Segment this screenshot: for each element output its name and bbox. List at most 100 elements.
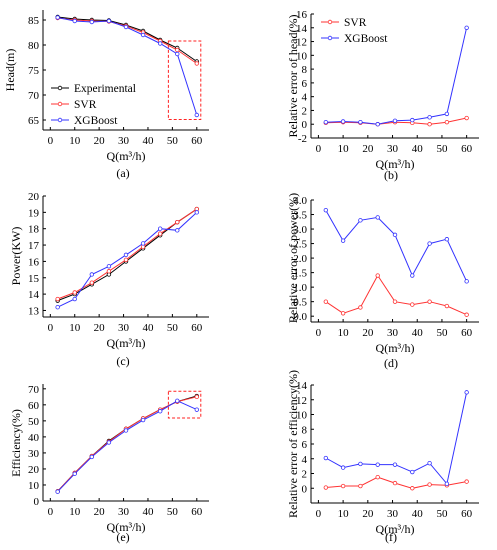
- data-point-xgboost: [194, 210, 199, 215]
- legend-entry: SVR: [74, 99, 97, 111]
- x-tick-label: 20: [362, 327, 374, 339]
- y-tick-label: 14: [28, 289, 40, 301]
- data-point-xgboost: [175, 51, 180, 57]
- data-point-xgboost: [194, 407, 199, 412]
- legend-entry: SVR: [344, 17, 367, 29]
- y-tick-label: 80: [28, 40, 40, 52]
- y-tick-label: 17: [28, 240, 40, 252]
- x-axis-label: Q(m³/h): [107, 520, 146, 534]
- data-point-xgboost: [323, 455, 329, 461]
- y-tick-label: 1.0: [293, 282, 307, 294]
- data-point-xgboost: [140, 241, 146, 246]
- data-point-svr: [464, 479, 469, 484]
- data-point-svr: [157, 231, 163, 236]
- series-line-svr: [325, 274, 467, 316]
- x-tick-label: 60: [191, 135, 203, 147]
- data-point-svr: [358, 483, 363, 489]
- data-point-xgboost: [392, 232, 398, 238]
- x-tick-label: 40: [412, 143, 424, 155]
- x-tick-label: 0: [316, 327, 322, 339]
- data-point-xgboost: [427, 460, 432, 466]
- legend-marker: [327, 19, 333, 25]
- x-tick-label: 50: [167, 322, 179, 334]
- data-point-xgboost: [340, 465, 346, 470]
- legend-marker: [57, 85, 63, 91]
- x-axis-label: Q(m³/h): [107, 149, 146, 163]
- y-tick-label: 0: [302, 119, 308, 131]
- x-tick-label: 20: [94, 506, 106, 518]
- data-point-xgboost: [375, 462, 380, 467]
- y-tick-label: 0: [302, 483, 308, 495]
- data-point-svr: [375, 273, 380, 278]
- y-axis-label: Head(m): [3, 49, 17, 92]
- y-tick-label: 0: [34, 496, 40, 508]
- x-tick-label: 0: [48, 322, 54, 334]
- data-point-xgboost: [427, 115, 432, 120]
- data-point-xgboost: [323, 207, 329, 213]
- data-point-xgboost: [464, 25, 469, 30]
- x-tick-label: 20: [362, 143, 374, 155]
- y-tick-label: 3.5: [293, 210, 307, 222]
- y-tick-label: 0.5: [293, 297, 307, 309]
- y-tick-label: 3.0: [293, 224, 307, 236]
- legend: SVR XGBoost: [321, 17, 388, 45]
- series-line-svr: [57, 396, 197, 492]
- panel-label: (e): [116, 530, 129, 544]
- data-point-xgboost: [444, 237, 450, 242]
- data-point-xgboost: [194, 112, 199, 118]
- data-point-xgboost: [123, 428, 129, 433]
- data-point-svr: [427, 122, 432, 127]
- y-tick-label: 6: [302, 439, 308, 451]
- x-tick-label: 30: [118, 322, 130, 334]
- x-tick-label: 10: [338, 327, 350, 339]
- data-point-xgboost: [323, 119, 329, 125]
- x-tick-label: 0: [48, 135, 54, 147]
- series-line-xgboost: [325, 209, 468, 282]
- x-tick-label: 10: [69, 506, 81, 518]
- chart-panel-a: 0 10 20 30 40 50 60 65 70 75 80 85 Q(m³/h) Head(m) (a)…: [3, 10, 209, 180]
- data-point-svr: [427, 299, 432, 304]
- legend-marker: [57, 101, 63, 107]
- data-point-svr: [106, 269, 112, 274]
- data-point-xgboost: [464, 279, 469, 284]
- x-tick-label: 40: [142, 135, 154, 147]
- y-tick-label: 40: [28, 432, 40, 444]
- zoom-highlight-box: [167, 390, 202, 419]
- legend-entry: Experimental: [74, 83, 136, 95]
- y-tick-label: 70: [28, 90, 40, 102]
- data-point-svr: [194, 394, 199, 400]
- x-tick-label: 30: [387, 327, 399, 339]
- y-tick-label: 18: [28, 224, 40, 236]
- y-tick-label: 85: [28, 15, 40, 27]
- y-axis-label: Relative error of head(%): [286, 15, 300, 138]
- data-point-xgboost: [358, 119, 363, 125]
- legend-entry: XGBoost: [74, 115, 118, 127]
- legend: Experimental SVR XGBoost: [51, 83, 136, 127]
- y-tick-label: 20: [28, 464, 40, 476]
- y-tick-label: 4: [302, 92, 308, 104]
- x-axis-label: Q(m³/h): [376, 157, 415, 171]
- y-tick-label: 10: [296, 50, 308, 62]
- legend-marker: [327, 35, 333, 41]
- data-point-xgboost: [427, 241, 432, 246]
- data-point-svr: [340, 311, 346, 316]
- data-point-xgboost: [140, 32, 146, 38]
- data-point-xgboost: [375, 215, 380, 220]
- y-tick-label: 1.5: [293, 268, 307, 280]
- data-point-svr: [464, 312, 469, 317]
- y-tick-label: 60: [28, 400, 40, 412]
- data-point-svr: [175, 219, 180, 225]
- chart-panel-b: 0 10 20 30 40 50 60-20246810121416Q(m³/h)Relat…: [286, 9, 479, 182]
- y-tick-label: 2: [302, 469, 308, 481]
- x-axis-label: Q(m³/h): [376, 341, 415, 355]
- data-point-svr: [427, 482, 432, 487]
- series-line-xgboost: [325, 392, 468, 485]
- data-point-xgboost: [157, 409, 163, 414]
- x-tick-label: 40: [412, 327, 424, 339]
- data-point-xgboost: [55, 15, 60, 20]
- x-axis-label: Q(m³/h): [107, 336, 146, 350]
- y-tick-label: -2: [298, 133, 307, 145]
- y-axis-label: Relative error of efficiency(%): [286, 370, 300, 518]
- x-tick-label: 20: [94, 135, 106, 147]
- data-point-xgboost: [410, 469, 415, 475]
